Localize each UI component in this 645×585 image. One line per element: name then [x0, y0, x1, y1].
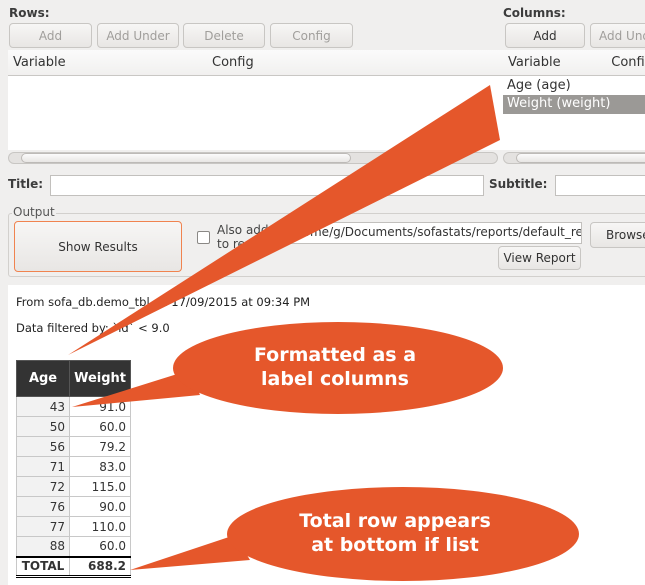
callout-arrow-pointer	[68, 85, 500, 355]
show-results-button[interactable]: Show Results	[14, 221, 182, 272]
age-cell: 50	[15, 416, 71, 437]
rows-scroll-thumb[interactable]	[21, 153, 351, 163]
output-label: Output	[12, 205, 56, 219]
rows-label: Rows:	[9, 6, 50, 20]
rows-config-button[interactable]: Config	[270, 23, 353, 48]
callout-first-tail	[72, 370, 200, 407]
columns-scrollbar[interactable]	[503, 152, 645, 164]
view-report-button[interactable]: View Report	[498, 246, 581, 270]
report-path-input[interactable]: /home/g/Documents/sofastats/reports/defa…	[286, 222, 582, 244]
callout-second-line1: Total row appears	[299, 510, 491, 532]
columns-label: Columns:	[503, 6, 566, 20]
columns-add-button[interactable]: Add	[505, 23, 585, 48]
total-value: 688.2	[69, 555, 131, 578]
callout-first-bubble	[173, 322, 503, 414]
weight-cell: 110.0	[69, 516, 131, 537]
weight-cell: 90.0	[69, 496, 131, 517]
age-cell: 56	[15, 436, 71, 457]
table-row: 77 110.0	[15, 516, 131, 537]
columns-add-under-button[interactable]: Add Under	[590, 23, 645, 48]
callout-second-tail	[130, 535, 250, 570]
age-cell: 71	[15, 456, 71, 477]
report-table: Age Weight 43 91.0 50 60.0 56 79.2 71 83.0 72 115.…	[15, 360, 131, 578]
browse-button[interactable]: Browse	[590, 222, 645, 248]
callout-second-bubble	[227, 487, 579, 581]
title-label: Title:	[8, 177, 44, 191]
table-row: 50 60.0	[15, 416, 131, 437]
age-header: Age	[15, 360, 71, 397]
rows-config-header[interactable]: Config	[212, 55, 254, 70]
columns-item-weight[interactable]: Weight (weight)	[503, 95, 645, 114]
report-filter-line: Data filtered by: `id` < 9.0	[16, 321, 170, 335]
table-row: 56 79.2	[15, 436, 131, 457]
subtitle-input[interactable]	[555, 175, 645, 196]
columns-config-header[interactable]: Config	[611, 55, 645, 70]
age-cell: 72	[15, 476, 71, 497]
rows-add-under-button[interactable]: Add Under	[97, 23, 179, 48]
columns-item-age[interactable]: Age (age)	[507, 78, 571, 93]
table-row: 88 60.0	[15, 536, 131, 557]
rows-delete-button[interactable]: Delete	[183, 23, 265, 48]
table-row: 72 115.0	[15, 476, 131, 497]
callout-first-text: Formatted as a label columns	[200, 343, 470, 391]
also-add-checkbox[interactable]	[197, 231, 210, 244]
rows-add-button[interactable]: Add	[9, 23, 92, 48]
callout-first-line1: Formatted as a	[253, 344, 417, 366]
columns-scroll-thumb[interactable]	[516, 153, 645, 163]
callout-second-line2: at bottom if list	[311, 534, 479, 556]
callout-second-text: Total row appears at bottom if list	[250, 509, 540, 557]
columns-list[interactable]: Variable Config Age (age) Weight (weight…	[503, 50, 645, 150]
age-cell: 88	[15, 536, 71, 557]
callout-first-line2: label columns	[261, 368, 409, 390]
weight-cell: 79.2	[69, 436, 131, 457]
weight-cell: 60.0	[69, 536, 131, 557]
subtitle-label: Subtitle:	[489, 177, 548, 191]
rows-variable-header[interactable]: Variable	[13, 55, 66, 70]
total-row: TOTAL 688.2	[15, 555, 131, 578]
table-row: 71 83.0	[15, 456, 131, 477]
total-label: TOTAL	[15, 555, 71, 578]
weight-cell: 83.0	[69, 456, 131, 477]
age-cell: 77	[15, 516, 71, 537]
weight-header: Weight	[69, 360, 131, 397]
columns-variable-header[interactable]: Variable	[508, 55, 561, 70]
